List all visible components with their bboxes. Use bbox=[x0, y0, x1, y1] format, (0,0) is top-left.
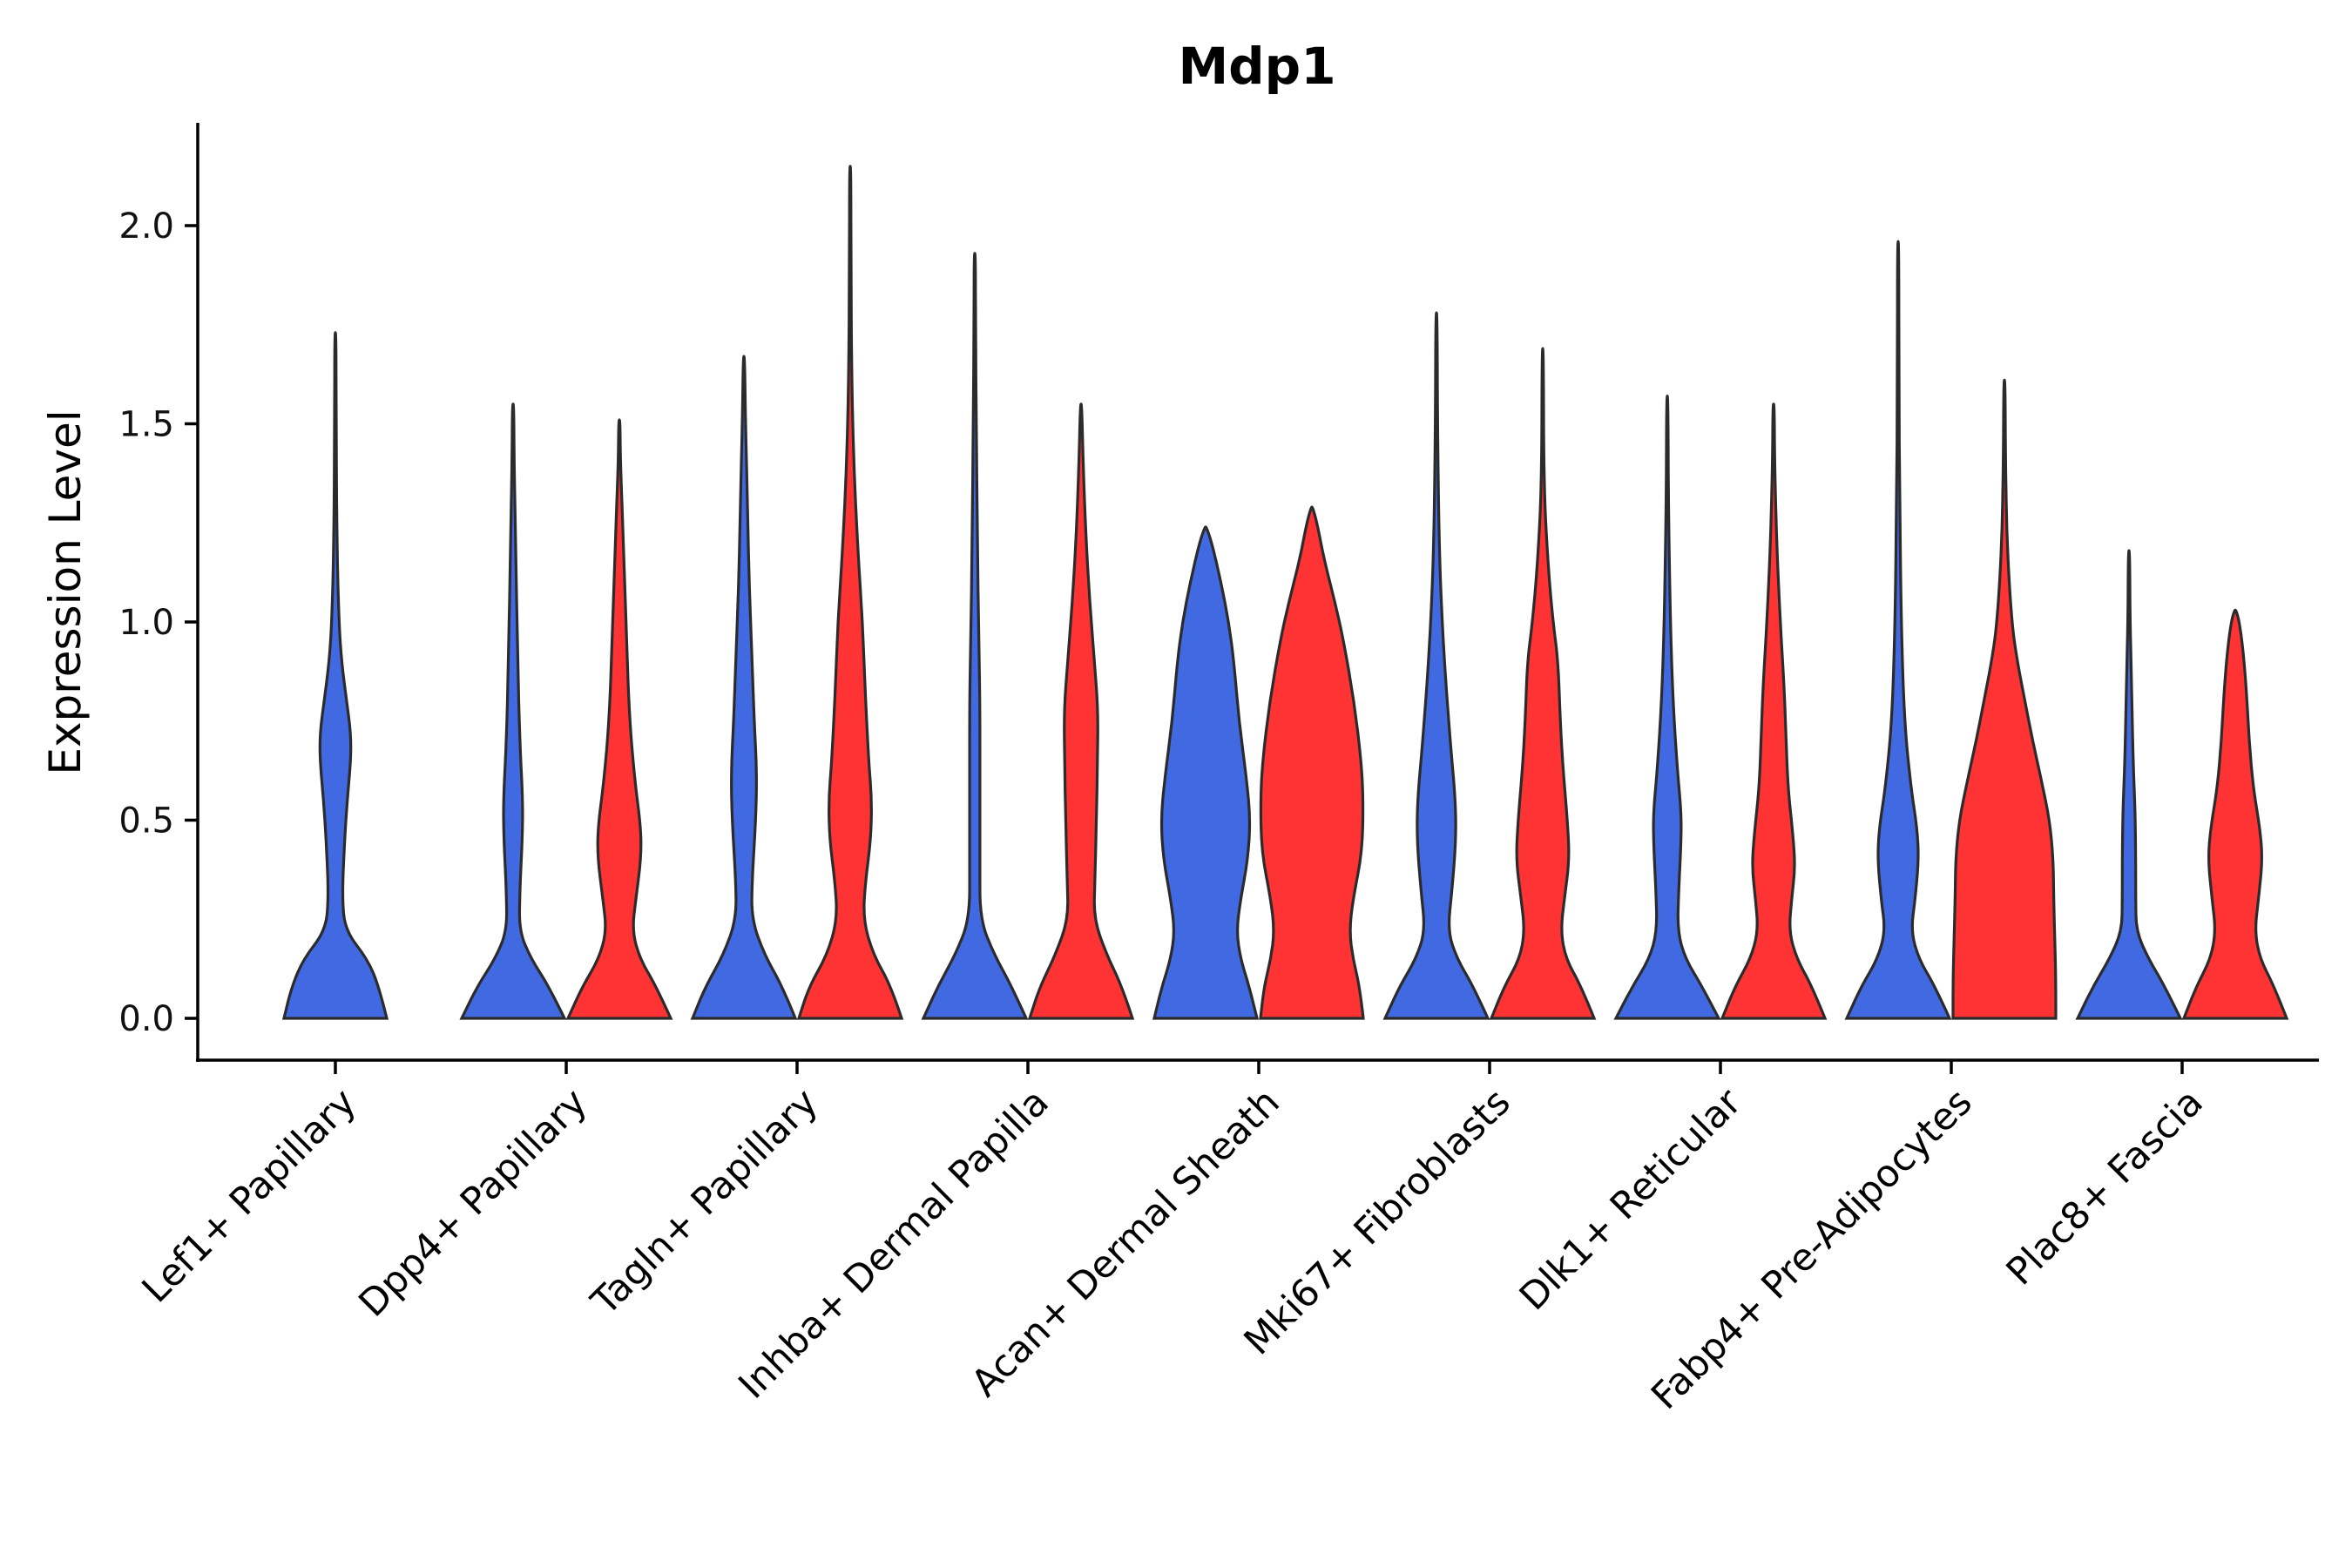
violin-group-1 bbox=[1152, 525, 1260, 1020]
violin-group-2 bbox=[1259, 505, 1365, 1020]
violin-group-1 bbox=[459, 402, 567, 1020]
violin-group-1 bbox=[1382, 311, 1490, 1020]
violin-group-2 bbox=[796, 165, 904, 1020]
violin-group-2 bbox=[1027, 402, 1135, 1020]
y-ticks: 0.0 0.5 1.0 1.5 2.0 bbox=[118, 206, 198, 1039]
violin-group-1 bbox=[2075, 549, 2183, 1020]
y-axis-label: Expression Level bbox=[40, 409, 91, 774]
x-tick-label: Plac8+ Fascia bbox=[1998, 1080, 2212, 1294]
violin-group-2 bbox=[1720, 402, 1828, 1020]
x-tick-label: Dlk1+ Reticular bbox=[1511, 1080, 1750, 1319]
x-tick-label: Dpp4+ Papillary bbox=[351, 1080, 596, 1325]
y-tick-label: 0.0 bbox=[118, 999, 174, 1039]
x-tick-label: Tagln+ Papillary bbox=[583, 1080, 827, 1324]
violin-group-2 bbox=[2181, 608, 2289, 1020]
x-tick-label: Lef1+ Papillary bbox=[134, 1080, 365, 1311]
violin-group-2 bbox=[1951, 378, 2058, 1020]
violin-group-1 bbox=[281, 331, 389, 1020]
y-tick-label: 0.5 bbox=[118, 801, 174, 841]
violin-layer bbox=[281, 165, 2289, 1020]
violin-group-1 bbox=[690, 355, 798, 1020]
x-tick-label: Mki67+ Fibroblasts bbox=[1236, 1080, 1519, 1363]
violin-group-2 bbox=[1489, 347, 1597, 1020]
violin-group-1 bbox=[921, 252, 1029, 1020]
violin-group-2 bbox=[565, 418, 673, 1020]
y-tick-label: 1.0 bbox=[118, 603, 174, 643]
chart-title: Mdp1 bbox=[1178, 37, 1335, 96]
violin-group-1 bbox=[1844, 240, 1952, 1020]
y-tick-label: 1.5 bbox=[118, 405, 174, 445]
violin-group-1 bbox=[1613, 394, 1721, 1020]
y-tick-label: 2.0 bbox=[118, 206, 174, 247]
